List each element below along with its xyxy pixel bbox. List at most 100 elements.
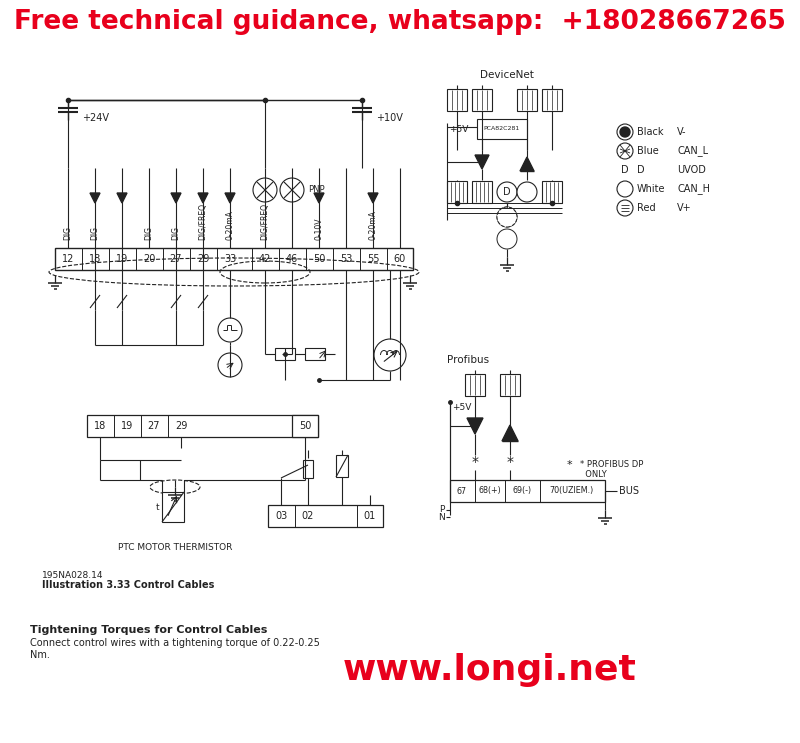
Bar	[472, 89, 492, 111]
Text: 50: 50	[299, 421, 311, 431]
Ellipse shape	[497, 207, 517, 227]
Text: 27: 27	[170, 254, 182, 264]
Text: * PROFIBUS DP
  ONLY: * PROFIBUS DP ONLY	[580, 460, 643, 479]
Text: Blue: Blue	[637, 146, 658, 156]
Text: PNP: PNP	[308, 186, 325, 195]
Polygon shape	[502, 425, 518, 441]
Polygon shape	[117, 193, 127, 203]
Polygon shape	[475, 155, 489, 169]
Text: +5V: +5V	[452, 403, 471, 412]
Text: 55: 55	[366, 254, 379, 264]
Text: DIG: DIG	[145, 226, 154, 240]
Bar	[336, 455, 348, 477]
Polygon shape	[467, 418, 483, 434]
Circle shape	[374, 339, 406, 371]
Text: 19: 19	[116, 254, 128, 264]
Polygon shape	[225, 193, 235, 203]
Circle shape	[497, 207, 517, 227]
Text: 0-10V: 0-10V	[314, 218, 323, 240]
Circle shape	[497, 229, 517, 249]
Text: 18: 18	[94, 421, 106, 431]
Bar	[303, 460, 313, 478]
Text: 33: 33	[224, 254, 236, 264]
Text: 60: 60	[394, 254, 406, 264]
Text: 53: 53	[340, 254, 352, 264]
Circle shape	[617, 143, 633, 159]
Text: 20: 20	[143, 254, 155, 264]
Circle shape	[218, 353, 242, 377]
Text: D: D	[503, 187, 511, 197]
Text: N: N	[438, 513, 445, 522]
Bar	[472, 181, 492, 203]
Text: 03: 03	[275, 511, 287, 521]
Circle shape	[620, 127, 630, 137]
Text: DIG: DIG	[63, 226, 73, 240]
Circle shape	[617, 200, 633, 216]
Bar	[292, 415, 318, 437]
Text: www.longi.net: www.longi.net	[343, 653, 637, 687]
Text: V-: V-	[677, 127, 686, 137]
Text: DeviceNet: DeviceNet	[480, 70, 534, 80]
Polygon shape	[520, 157, 534, 171]
Polygon shape	[314, 193, 324, 203]
Text: 42: 42	[259, 254, 271, 264]
Text: DIG/FREQ: DIG/FREQ	[261, 203, 270, 240]
Text: 29: 29	[197, 254, 209, 264]
Text: +5V: +5V	[449, 126, 468, 134]
Text: *: *	[506, 455, 514, 469]
Circle shape	[617, 124, 633, 140]
Text: *: *	[471, 455, 478, 469]
Text: +24V: +24V	[82, 113, 109, 123]
Circle shape	[253, 178, 277, 202]
Text: Red: Red	[637, 203, 656, 213]
Text: 50: 50	[313, 254, 325, 264]
Text: 0-20mA: 0-20mA	[369, 210, 378, 240]
Text: P: P	[440, 505, 445, 514]
Bar	[465, 374, 485, 396]
Text: 19: 19	[121, 421, 133, 431]
Polygon shape	[198, 193, 208, 203]
Text: 46: 46	[286, 254, 298, 264]
Circle shape	[617, 181, 633, 197]
Circle shape	[218, 318, 242, 342]
Text: Connect control wires with a tightening torque of 0.22-0.25
Nm.: Connect control wires with a tightening …	[30, 638, 320, 660]
Bar	[500, 374, 520, 396]
Text: 69(-): 69(-)	[513, 487, 531, 496]
Circle shape	[280, 178, 304, 202]
Text: 29: 29	[175, 421, 187, 431]
Circle shape	[497, 182, 517, 202]
Text: DIG: DIG	[90, 226, 99, 240]
Text: D: D	[637, 165, 645, 175]
Text: D: D	[621, 165, 629, 175]
Text: t: t	[155, 502, 159, 511]
Text: 02: 02	[302, 511, 314, 521]
Text: Black: Black	[637, 127, 663, 137]
Text: White: White	[637, 184, 666, 194]
Text: PTC MOTOR THERMISTOR: PTC MOTOR THERMISTOR	[118, 542, 232, 551]
Text: V+: V+	[677, 203, 692, 213]
Text: 27: 27	[148, 421, 160, 431]
Text: Free technical guidance, whatsapp:  +18028667265: Free technical guidance, whatsapp: +1802…	[14, 9, 786, 35]
Text: 18: 18	[89, 254, 101, 264]
Bar	[517, 89, 537, 111]
Bar	[162, 492, 184, 522]
Text: *: *	[566, 460, 572, 470]
Text: 195NA028.14: 195NA028.14	[42, 571, 103, 580]
Bar	[542, 181, 562, 203]
Text: 12: 12	[62, 254, 74, 264]
Bar	[447, 89, 467, 111]
Text: 68(+): 68(+)	[478, 487, 502, 496]
Text: +10V: +10V	[376, 113, 403, 123]
Ellipse shape	[150, 480, 200, 494]
Text: 01: 01	[364, 511, 376, 521]
Bar	[447, 181, 467, 203]
Text: 0-20mA: 0-20mA	[226, 210, 234, 240]
Bar	[268, 505, 383, 527]
Bar	[305, 348, 325, 360]
Text: 70(UZIEM.): 70(UZIEM.)	[550, 487, 594, 496]
Text: PCA82C281: PCA82C281	[484, 126, 520, 132]
Text: UVOD: UVOD	[677, 165, 706, 175]
Text: DIG/FREQ: DIG/FREQ	[198, 203, 207, 240]
Text: BUS: BUS	[619, 486, 639, 496]
Polygon shape	[90, 193, 100, 203]
